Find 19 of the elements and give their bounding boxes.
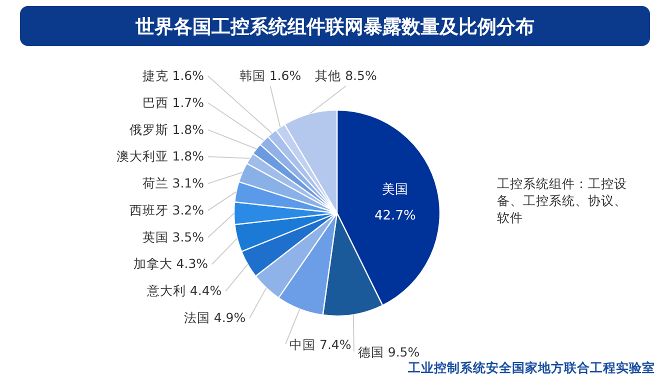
text: 工业控制系统安全国家地方联合工程实验室 <box>407 360 655 375</box>
slice-label: 俄罗斯 1.8% <box>129 122 204 137</box>
slice-label: 意大利 4.4% <box>146 283 222 298</box>
slice-label: 其他 8.5% <box>315 68 377 83</box>
slice-label: 西班牙 3.2% <box>129 202 204 218</box>
slice-label: 美国 <box>382 181 408 198</box>
data-label: 42.7% <box>374 208 416 224</box>
slice-label: 澳大利亚 1.8% <box>116 148 204 164</box>
slice-label: 韩国 1.6% <box>239 68 302 83</box>
slice-label: 巴西 1.7% <box>142 94 204 110</box>
chart-title: 世界各国工控系统组件联网暴露数量及比例分布 <box>134 16 534 38</box>
text: 工控系统组件：工控设备、工控系统、协议、软件 <box>497 176 627 225</box>
slice-label: 法国 4.9% <box>184 310 246 325</box>
slice-label: 德国 9.5% <box>358 344 420 360</box>
slice-label: 英国 3.5% <box>142 229 204 244</box>
slice-label: 捷克 1.6% <box>142 68 204 83</box>
slice-label: 中国 7.4% <box>290 337 352 352</box>
slice-label: 荷兰 3.1% <box>142 176 204 191</box>
slice-label: 加拿大 4.3% <box>133 256 208 272</box>
